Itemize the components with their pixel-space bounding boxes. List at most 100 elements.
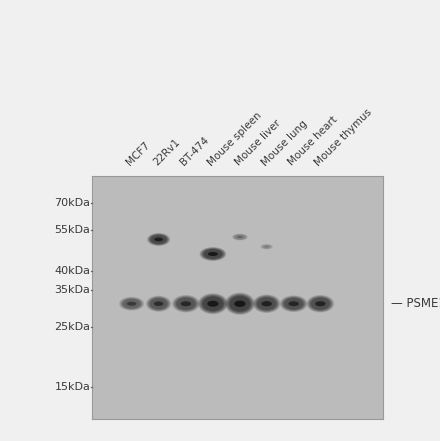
Ellipse shape [253, 295, 280, 313]
Ellipse shape [199, 294, 227, 313]
Ellipse shape [201, 295, 225, 312]
Text: 70kDa: 70kDa [55, 198, 91, 208]
Ellipse shape [203, 249, 223, 259]
Text: 40kDa: 40kDa [55, 266, 91, 276]
Ellipse shape [149, 298, 169, 310]
Ellipse shape [283, 297, 304, 310]
Ellipse shape [199, 247, 227, 261]
Ellipse shape [208, 252, 218, 256]
Ellipse shape [147, 233, 170, 246]
Text: Mouse lung: Mouse lung [260, 118, 309, 168]
Ellipse shape [308, 296, 333, 312]
Ellipse shape [201, 248, 225, 260]
Ellipse shape [284, 298, 303, 310]
Ellipse shape [234, 300, 246, 307]
Ellipse shape [256, 297, 277, 311]
Ellipse shape [174, 296, 198, 311]
Text: 25kDa: 25kDa [55, 322, 91, 332]
Ellipse shape [282, 296, 306, 311]
Ellipse shape [309, 296, 332, 311]
Text: Mouse heart: Mouse heart [286, 115, 340, 168]
Ellipse shape [150, 298, 167, 309]
Text: Mouse spleen: Mouse spleen [206, 110, 264, 168]
Ellipse shape [310, 297, 330, 310]
Ellipse shape [227, 295, 252, 313]
Ellipse shape [122, 299, 141, 309]
Ellipse shape [148, 297, 169, 310]
Ellipse shape [202, 248, 224, 260]
Text: Mouse liver: Mouse liver [233, 118, 282, 168]
Ellipse shape [172, 295, 199, 312]
Ellipse shape [226, 294, 253, 314]
Ellipse shape [121, 298, 143, 310]
Ellipse shape [235, 235, 246, 239]
Ellipse shape [202, 249, 223, 259]
Ellipse shape [281, 296, 306, 311]
Ellipse shape [150, 235, 168, 244]
Ellipse shape [181, 301, 191, 306]
Text: Mouse thymus: Mouse thymus [313, 107, 374, 168]
Ellipse shape [149, 234, 168, 245]
Ellipse shape [315, 301, 326, 306]
Ellipse shape [204, 249, 222, 259]
Ellipse shape [200, 247, 226, 261]
Ellipse shape [149, 234, 169, 245]
Ellipse shape [176, 297, 196, 310]
Ellipse shape [289, 301, 299, 306]
Ellipse shape [119, 297, 144, 310]
Ellipse shape [207, 301, 219, 307]
Ellipse shape [122, 299, 141, 309]
Ellipse shape [176, 298, 195, 310]
Ellipse shape [121, 298, 142, 310]
Text: 35kDa: 35kDa [55, 285, 91, 295]
Ellipse shape [147, 296, 170, 311]
Ellipse shape [228, 295, 252, 312]
Ellipse shape [147, 296, 171, 311]
Ellipse shape [306, 295, 334, 313]
Ellipse shape [280, 295, 308, 312]
Ellipse shape [148, 234, 169, 245]
Ellipse shape [282, 297, 305, 310]
Ellipse shape [175, 296, 197, 311]
Ellipse shape [150, 298, 168, 310]
Ellipse shape [280, 296, 307, 312]
Ellipse shape [311, 298, 330, 310]
Ellipse shape [202, 296, 224, 312]
Text: 22Rv1: 22Rv1 [151, 137, 182, 168]
Ellipse shape [257, 297, 277, 310]
Ellipse shape [146, 295, 172, 312]
Ellipse shape [173, 296, 198, 312]
Ellipse shape [226, 293, 254, 314]
Ellipse shape [307, 295, 334, 312]
Ellipse shape [150, 235, 167, 244]
Ellipse shape [175, 297, 197, 310]
Text: — PSME1: — PSME1 [392, 297, 440, 310]
Ellipse shape [119, 297, 144, 311]
Ellipse shape [225, 292, 255, 315]
Ellipse shape [202, 296, 224, 311]
Ellipse shape [123, 299, 140, 308]
Ellipse shape [237, 236, 243, 238]
Ellipse shape [255, 296, 278, 311]
Ellipse shape [198, 293, 228, 314]
Ellipse shape [202, 248, 224, 260]
Ellipse shape [127, 302, 136, 306]
Ellipse shape [257, 298, 276, 310]
Ellipse shape [200, 295, 226, 313]
Text: MCF7: MCF7 [125, 140, 152, 168]
Ellipse shape [310, 297, 331, 310]
Ellipse shape [151, 235, 166, 244]
Ellipse shape [234, 235, 246, 239]
Ellipse shape [261, 301, 272, 306]
Ellipse shape [203, 297, 223, 311]
Ellipse shape [120, 297, 143, 310]
Ellipse shape [284, 298, 304, 310]
Text: 55kDa: 55kDa [55, 225, 91, 235]
Ellipse shape [198, 294, 227, 314]
Ellipse shape [154, 301, 163, 306]
Ellipse shape [255, 296, 279, 312]
Ellipse shape [148, 297, 169, 311]
Ellipse shape [253, 295, 281, 313]
Ellipse shape [172, 295, 200, 313]
Ellipse shape [254, 295, 279, 312]
